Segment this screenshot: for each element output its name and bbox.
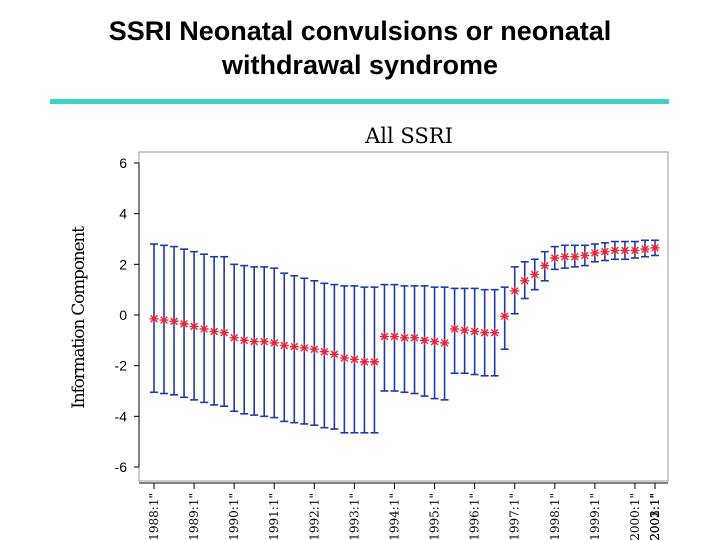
ic-point	[319, 347, 329, 357]
chart-title: All SSRI	[364, 124, 453, 148]
ic-point	[510, 286, 520, 296]
ic-point	[480, 328, 490, 338]
ic-point	[269, 338, 279, 348]
ic-point	[149, 314, 159, 324]
ic-point	[590, 248, 600, 258]
ic-point	[600, 247, 610, 257]
y-tick-label: -4	[115, 408, 128, 424]
ic-point	[610, 245, 620, 255]
ic-point	[309, 344, 319, 354]
ic-point	[379, 332, 389, 342]
ic-point	[540, 261, 550, 271]
x-tick-label: "1994:1"	[387, 493, 401, 540]
ic-point	[550, 253, 560, 263]
ic-point	[189, 321, 199, 331]
ic-point	[329, 349, 339, 359]
ic-point	[349, 354, 359, 364]
ic-point	[430, 337, 440, 347]
ic-point	[369, 357, 379, 367]
ic-point	[229, 333, 239, 343]
ic-point	[410, 333, 420, 343]
ic-point	[490, 328, 500, 338]
ic-point	[530, 269, 540, 279]
ic-point	[450, 324, 460, 334]
x-tick-label: "1998:1"	[548, 493, 562, 540]
x-tick-label: "1995:1"	[428, 493, 442, 540]
ic-point	[640, 244, 650, 254]
ic-point	[339, 353, 349, 363]
ic-point	[179, 319, 189, 329]
ic-point	[440, 338, 450, 348]
x-tick-label: "1989:1"	[187, 493, 201, 540]
ic-point	[560, 252, 570, 262]
x-tick-label: "1990:1"	[227, 493, 241, 540]
y-tick-label: 4	[119, 206, 127, 222]
y-tick-label: -6	[115, 459, 128, 475]
y-tick-label: 6	[119, 155, 127, 171]
slide-title: SSRI Neonatal convulsions or neonatal wi…	[0, 14, 720, 82]
ic-point	[400, 333, 409, 343]
ic-point	[279, 340, 289, 350]
y-tick-label: 0	[119, 307, 127, 323]
x-tick-label: "1992:1"	[307, 493, 321, 540]
ic-point	[650, 243, 660, 253]
x-tick-label: "1999:1"	[588, 493, 602, 540]
ic-point	[199, 324, 209, 334]
x-tick-label: "1993:1"	[347, 493, 361, 540]
y-tick-label: 2	[119, 256, 127, 272]
ic-point	[460, 325, 470, 335]
x-tick-label: "1996:1"	[468, 493, 482, 540]
x-tick-label: "2002:1"	[648, 493, 662, 540]
ic-point	[620, 245, 630, 255]
ic-point	[630, 245, 640, 255]
ic-point	[570, 252, 580, 262]
title-divider	[50, 99, 669, 104]
ic-point	[239, 335, 249, 345]
ic-point	[219, 328, 229, 338]
x-tick-label: "1997:1"	[508, 493, 522, 540]
ic-point	[159, 315, 169, 325]
x-tick-label: "1988:1"	[147, 493, 161, 540]
ic-point	[520, 276, 530, 286]
ic-point	[500, 311, 510, 321]
y-tick-label: -2	[115, 358, 128, 374]
ic-point	[249, 337, 259, 347]
ic-point	[169, 316, 179, 326]
ic-point	[259, 337, 269, 347]
slide-title-line-2: withdrawal syndrome	[221, 50, 499, 80]
ic-point	[420, 335, 430, 345]
plot-frame	[138, 151, 669, 482]
y-axis-label: Information Component	[69, 226, 89, 409]
x-tick-label: "2000:1"	[628, 493, 642, 540]
ic-point	[209, 326, 219, 336]
ic-point	[389, 332, 399, 342]
ic-point	[289, 342, 299, 352]
x-tick-label: "2001:1"	[648, 493, 662, 540]
slide-title-line-1: SSRI Neonatal convulsions or neonatal	[108, 16, 612, 46]
ic-point	[359, 357, 369, 367]
ic-point	[299, 343, 309, 353]
x-tick-label: "1991:1"	[267, 493, 281, 540]
x-tick-label: "2003:1"	[648, 493, 662, 540]
ic-point	[580, 250, 590, 260]
ic-point	[470, 326, 480, 336]
